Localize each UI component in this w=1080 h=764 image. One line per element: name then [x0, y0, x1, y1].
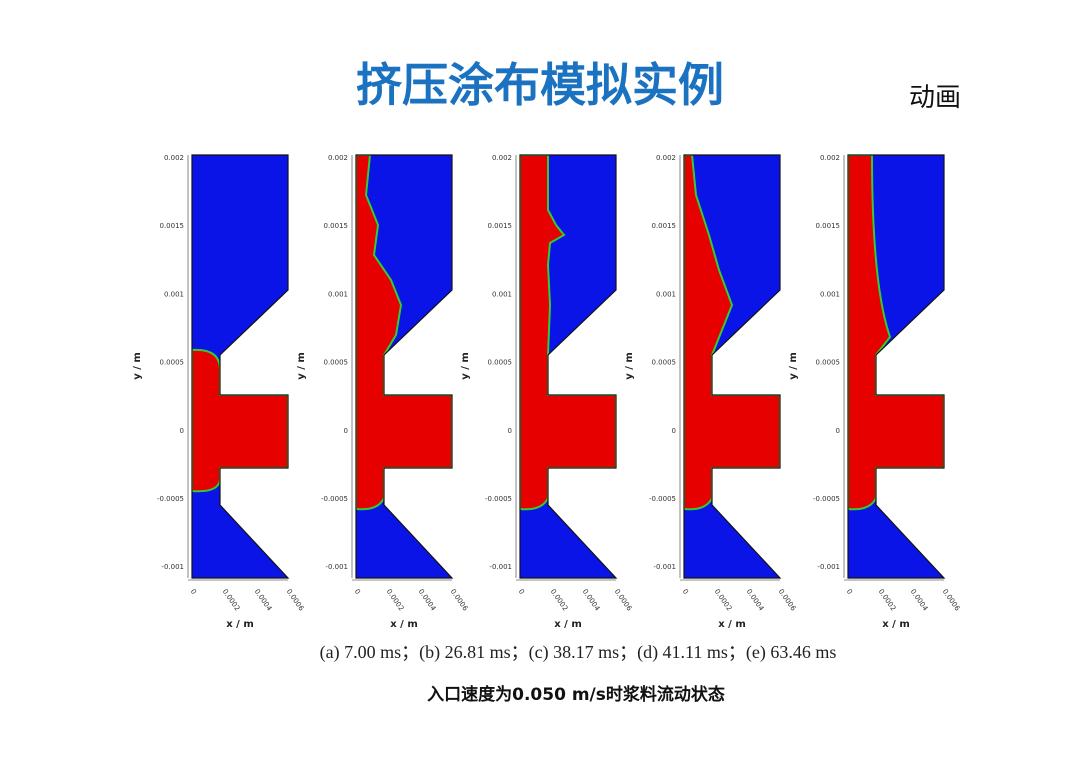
x-tick-label: 0.0006: [449, 588, 470, 613]
figure-caption: (a) 7.00 ms；(b) 26.81 ms；(c) 38.17 ms；(d…: [320, 642, 837, 663]
y-tick-label: 0: [672, 427, 676, 435]
x-tick-label: 0: [517, 588, 526, 596]
x-axis-label: x / m: [882, 619, 910, 630]
y-tick-label: 0.0015: [652, 222, 677, 230]
y-tick-label: 0.001: [656, 290, 676, 298]
y-tick-label: 0.001: [820, 290, 840, 298]
x-tick-label: 0: [189, 588, 198, 596]
simulation-panel: 0.002 0.0015 0.001 0.0005 0 -0.0005 -0.001 0 0.0…: [132, 154, 306, 630]
x-tick-label: 0: [845, 588, 854, 596]
y-tick-label: 0: [180, 427, 184, 435]
y-axis-label: y / m: [132, 352, 143, 380]
y-axis-label: y / m: [460, 352, 471, 380]
y-tick-label: 0.0005: [324, 359, 349, 367]
y-tick-label: -0.0005: [649, 495, 676, 503]
simulation-panel: 0.002 0.0015 0.001 0.0005 0 -0.0005 -0.001 0 0.0…: [624, 154, 798, 630]
y-tick-label: -0.001: [161, 563, 184, 571]
x-tick-label: 0.0002: [221, 588, 242, 613]
y-axis-label: y / m: [296, 352, 307, 380]
figure-subtitle: 入口速度为0.050 m/s时浆料流动状态: [427, 684, 725, 705]
gap-outline: [683, 154, 782, 579]
x-tick-label: 0.0004: [745, 588, 766, 613]
y-tick-label: 0: [508, 427, 512, 435]
y-tick-label: 0.001: [164, 290, 184, 298]
y-tick-label: 0.0005: [488, 359, 513, 367]
x-tick-label: 0.0002: [549, 588, 570, 613]
x-tick-label: 0.0002: [877, 588, 898, 613]
x-tick-label: 0: [681, 588, 690, 596]
x-axis-label: x / m: [226, 619, 254, 630]
y-tick-label: -0.001: [325, 563, 348, 571]
y-tick-label: 0.002: [164, 154, 184, 162]
fluid: [192, 348, 288, 493]
slide-title: 挤压涂布模拟实例: [356, 58, 724, 112]
slurry-region: [848, 155, 944, 511]
y-tick-label: 0.0005: [816, 359, 841, 367]
y-tick-label: 0.002: [328, 154, 348, 162]
x-tick-label: 0.0004: [581, 588, 602, 613]
x-tick-label: 0.0004: [417, 588, 438, 613]
y-tick-label: -0.0005: [485, 495, 512, 503]
y-tick-label: 0: [344, 427, 348, 435]
gap-outline: [519, 154, 618, 579]
y-tick-label: 0.0005: [652, 359, 677, 367]
x-tick-label: 0.0002: [385, 588, 406, 613]
x-tick-label: 0.0006: [285, 588, 306, 613]
x-tick-label: 0.0004: [253, 588, 274, 613]
y-tick-label: 0.001: [492, 290, 512, 298]
x-axis-label: x / m: [554, 619, 582, 630]
x-tick-label: 0.0002: [713, 588, 734, 613]
y-axis-label: y / m: [624, 352, 635, 380]
y-tick-label: -0.0005: [321, 495, 348, 503]
y-tick-label: -0.001: [489, 563, 512, 571]
x-tick-label: 0: [353, 588, 362, 596]
y-tick-label: -0.0005: [813, 495, 840, 503]
y-axis-label: y / m: [788, 352, 799, 380]
simulation-panel: 0.002 0.0015 0.001 0.0005 0 -0.0005 -0.001 0 0.0…: [460, 154, 634, 630]
y-tick-label: 0.0015: [816, 222, 841, 230]
x-axis-label: x / m: [718, 619, 746, 630]
y-tick-label: 0.002: [492, 154, 512, 162]
y-tick-label: 0.001: [328, 290, 348, 298]
gap-outline: [355, 154, 454, 579]
y-tick-label: 0.0015: [488, 222, 513, 230]
gap-outline: [847, 154, 946, 579]
simulation-panel: 0.002 0.0015 0.001 0.0005 0 -0.0005 -0.001 0 0.0…: [788, 154, 962, 630]
y-tick-label: -0.001: [817, 563, 840, 571]
y-tick-label: 0.0015: [324, 222, 349, 230]
y-tick-label: 0.002: [820, 154, 840, 162]
x-tick-label: 0.0006: [613, 588, 634, 613]
simulation-panel: 0.002 0.0015 0.001 0.0005 0 -0.0005 -0.001 0 0.0…: [296, 154, 470, 630]
x-tick-label: 0.0006: [777, 588, 798, 613]
slurry-region: [192, 348, 288, 493]
fluid: [848, 155, 944, 511]
gap-outline: [191, 154, 290, 579]
y-tick-label: 0.0005: [160, 359, 185, 367]
y-tick-label: -0.0005: [157, 495, 184, 503]
y-tick-label: 0.002: [656, 154, 676, 162]
animation-link[interactable]: 动画: [909, 83, 961, 113]
y-tick-label: -0.001: [653, 563, 676, 571]
y-tick-label: 0.0015: [160, 222, 185, 230]
x-tick-label: 0.0006: [941, 588, 962, 613]
y-tick-label: 0: [836, 427, 840, 435]
x-axis-label: x / m: [390, 619, 418, 630]
x-tick-label: 0.0004: [909, 588, 930, 613]
